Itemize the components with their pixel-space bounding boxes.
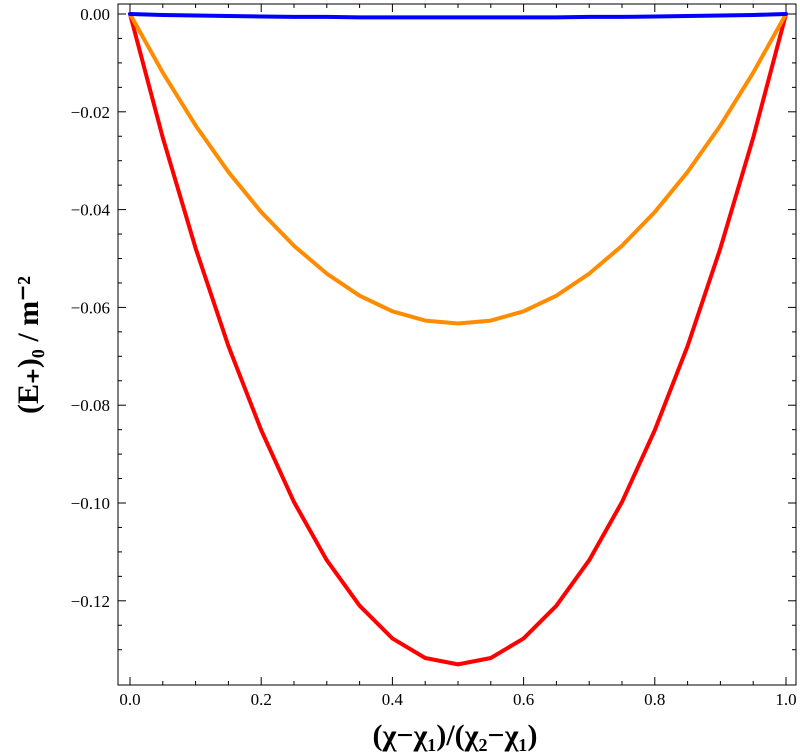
- series-line-2: [128, 12, 788, 667]
- y-axis-label: (E₊)₀ / m⁻²: [12, 276, 45, 414]
- y-tick-label: −0.04: [71, 201, 111, 220]
- y-tick-label: −0.08: [71, 396, 110, 415]
- series-line-1: [128, 12, 788, 326]
- x-tick-label: 0.8: [644, 690, 665, 709]
- x-tick-label: 0.6: [513, 690, 534, 709]
- x-axis-label: (χ−χ₁)/(χ₂−χ₁): [373, 719, 538, 752]
- x-tick-label: 1.0: [775, 690, 796, 709]
- y-tick-label: −0.10: [71, 494, 110, 513]
- y-tick-label: −0.06: [71, 298, 110, 317]
- y-tick-label: −0.12: [71, 592, 110, 611]
- series-line-0: [128, 12, 788, 20]
- y-tick-label: 0.00: [80, 5, 110, 24]
- axis-ticks: 0.0 0.2 0.4 0.6 0.8 1.0 0.00 −0.02 −0.04 −0.06 −0.…: [71, 4, 797, 709]
- x-tick-label: 0.2: [251, 690, 272, 709]
- series-lines: [128, 12, 788, 667]
- plot-frame: [117, 3, 797, 686]
- x-tick-label: 0.0: [119, 690, 140, 709]
- y-tick-label: −0.02: [71, 103, 110, 122]
- x-tick-label: 0.4: [382, 690, 404, 709]
- plot-area-border: [117, 3, 797, 686]
